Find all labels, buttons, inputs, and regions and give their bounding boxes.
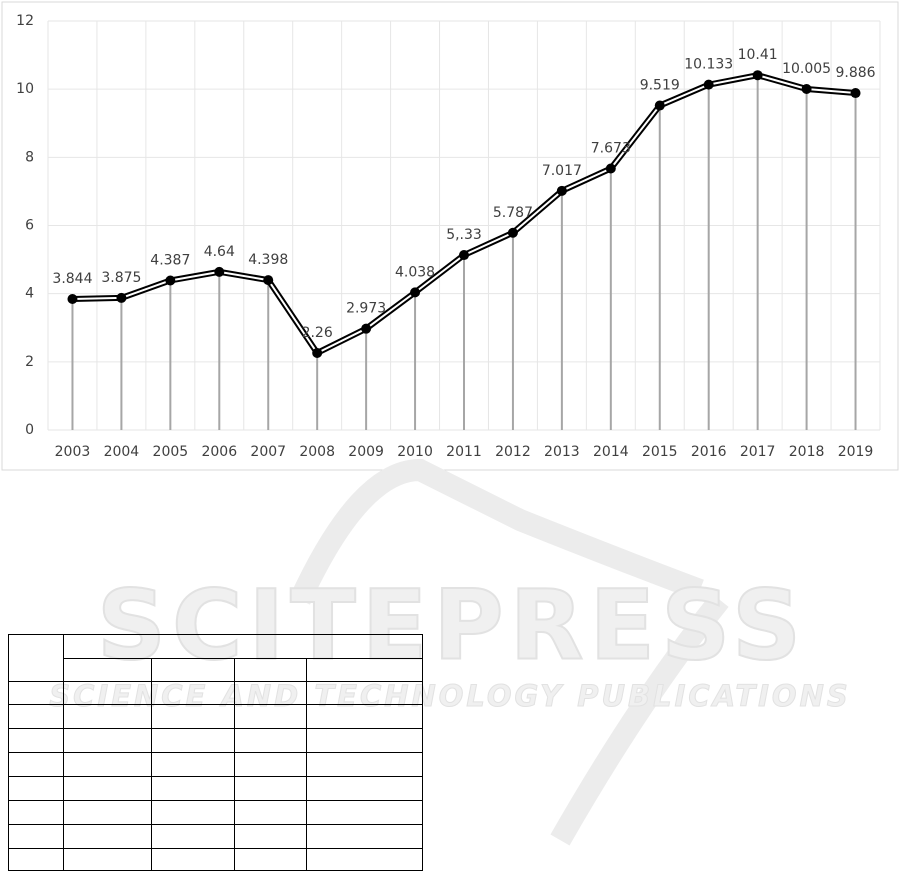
empty-table [8, 634, 423, 871]
marker [752, 70, 763, 81]
x-tick-label: 2016 [691, 444, 727, 460]
x-tick-label: 2015 [642, 444, 678, 460]
marker [654, 100, 665, 111]
x-tick-label: 2006 [201, 444, 237, 460]
x-tick-label: 2010 [397, 444, 433, 460]
data-label: 5,.33 [446, 227, 482, 243]
x-tick-label: 2018 [789, 444, 825, 460]
data-label: 4.398 [248, 252, 288, 268]
watermark-subtitle: SCIENCE AND TECHNOLOGY PUBLICATIONS [49, 679, 851, 713]
x-tick-label: 2011 [446, 444, 482, 460]
data-label: 4.64 [204, 244, 235, 260]
y-tick-label: 12 [16, 13, 34, 29]
y-tick-label: 10 [16, 81, 34, 97]
x-tick-label: 2014 [593, 444, 629, 460]
data-label: 10.41 [738, 47, 778, 63]
watermark-title: SCITEPRESS [97, 569, 807, 681]
data-label: 2.973 [346, 301, 386, 317]
x-tick-label: 2019 [838, 444, 874, 460]
data-label: 4.038 [395, 264, 435, 280]
y-tick-label: 2 [25, 354, 34, 370]
marker [214, 266, 225, 277]
x-tick-label: 2008 [299, 444, 335, 460]
x-tick-label: 2017 [740, 444, 776, 460]
data-label: 5.787 [493, 205, 533, 221]
marker [556, 185, 567, 196]
marker [165, 275, 176, 286]
data-label: 9.519 [640, 78, 680, 94]
marker [263, 275, 274, 286]
data-label: 7.673 [591, 140, 631, 156]
marker [361, 323, 372, 334]
data-label: 2.26 [302, 325, 333, 341]
data-label: 10.133 [684, 57, 733, 73]
marker [312, 347, 323, 358]
watermark: SCITEPRESS SCIENCE AND TECHNOLOGY PUBLIC… [49, 458, 851, 846]
y-tick-label: 6 [25, 218, 34, 234]
chart-frame [1, 1, 899, 471]
marker [507, 227, 518, 238]
y-tick-label: 0 [25, 422, 34, 438]
marker [410, 287, 421, 298]
data-label: 10.005 [782, 61, 831, 77]
marker [116, 292, 127, 303]
watermark-logo [290, 458, 729, 846]
marker [703, 79, 714, 90]
data-label: 3.875 [101, 270, 141, 286]
y-tick-label: 8 [25, 149, 34, 165]
y-tick-label: 4 [25, 286, 34, 302]
marker [67, 293, 78, 304]
data-label: 4.387 [150, 252, 190, 268]
x-tick-label: 2009 [348, 444, 384, 460]
x-tick-label: 2007 [250, 444, 286, 460]
data-label: 3.844 [52, 271, 92, 287]
marker [605, 163, 616, 174]
x-tick-label: 2005 [153, 444, 189, 460]
x-tick-label: 2004 [104, 444, 140, 460]
x-tick-label: 2003 [55, 444, 91, 460]
marker [459, 250, 469, 261]
data-label: 7.017 [542, 163, 582, 179]
marker [801, 83, 812, 94]
marker [850, 88, 861, 99]
data-label: 9.886 [835, 65, 875, 81]
x-tick-label: 2012 [495, 444, 531, 460]
x-tick-label: 2013 [544, 444, 580, 460]
